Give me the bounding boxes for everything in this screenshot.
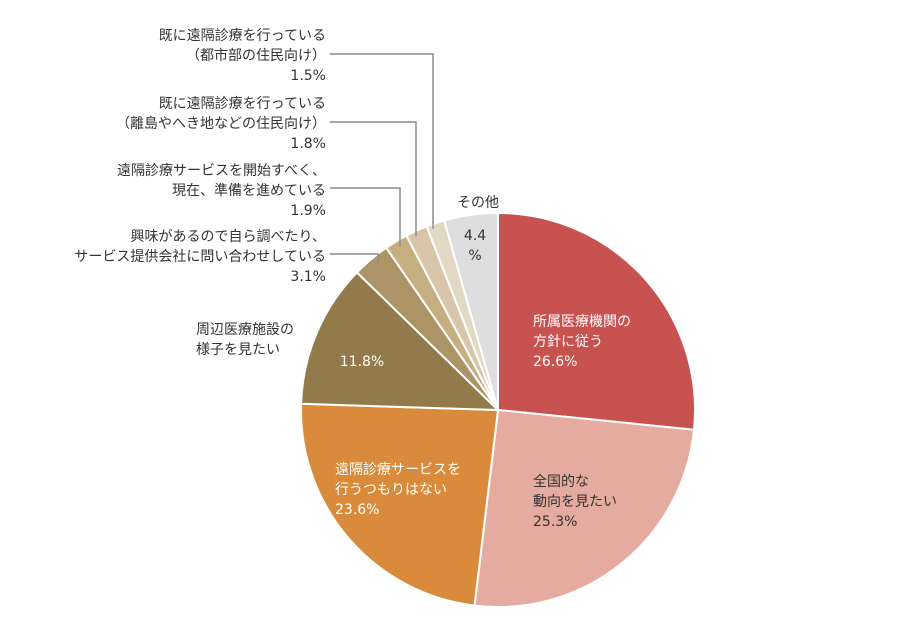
leader-line-5 — [330, 187, 401, 247]
outside-label-8: その他 — [457, 195, 499, 211]
leader-line-7 — [330, 53, 434, 229]
slice-label-1: 全国的な動向を見たい 25.3% — [533, 473, 617, 530]
pie-slice-8 — [442, 211, 499, 411]
pie-slice-0 — [497, 211, 696, 431]
pie-slices — [300, 211, 696, 609]
leader-line-4 — [330, 253, 379, 264]
slice-label-8: 4.4% — [464, 228, 486, 264]
pie-slice-3 — [300, 271, 501, 412]
pie-slice-1 — [473, 408, 696, 609]
slice-labels: 所属医療機関の方針に従う 26.6% 全国的な動向を見たい 25.3% 遠隔診療サービス… — [74, 27, 631, 530]
outside-label-4: 興味があるので自ら調べたり、サービス提供会社に問い合わせしている 3.1% — [74, 229, 326, 285]
leader-line-6 — [330, 121, 417, 237]
outside-label-7: 既に遠隔診療を行っている（都市部の住民向け） 1.5% — [159, 27, 326, 84]
pie-slice-2 — [300, 402, 500, 607]
slice-label-3: 11.8% — [340, 354, 384, 370]
slice-label-0: 所属医療機関の方針に従う 26.6% — [533, 313, 631, 370]
leader-lines — [330, 53, 434, 264]
outside-label-3: 周辺医療施設の様子を見たい — [196, 321, 294, 358]
outside-label-5: 遠隔診療サービスを開始すべく、現在、準備を進めている 1.9% — [117, 162, 326, 219]
outside-label-6: 既に遠隔診療を行っている（離島やへき地などの住民向け） 1.8% — [116, 95, 326, 152]
slice-label-2: 遠隔診療サービスを行うつもりはない 23.6% — [335, 461, 461, 518]
